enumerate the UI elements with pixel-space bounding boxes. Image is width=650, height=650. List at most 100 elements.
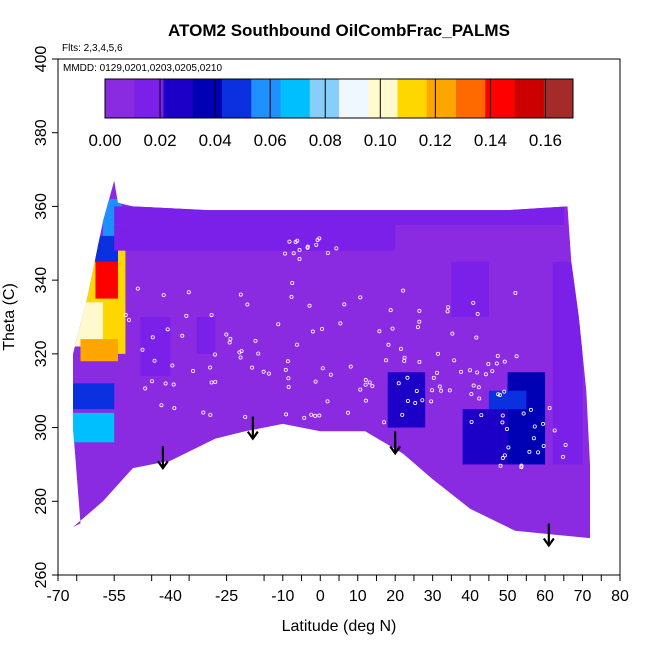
arrow	[157, 446, 169, 471]
sample-point	[396, 381, 401, 386]
sample-point	[358, 295, 363, 300]
sample-point	[437, 384, 442, 389]
sample-point	[140, 347, 145, 352]
x-axis: -70 -55 -40 -25 -10 0 10 20 30 40 50 60 70 80	[46, 575, 629, 605]
sample-point	[291, 251, 296, 256]
sample-point	[285, 359, 290, 364]
sample-point	[320, 326, 325, 331]
sample-point	[413, 401, 418, 406]
sample-point	[495, 353, 500, 358]
sample-point	[405, 375, 410, 380]
sample-point	[447, 388, 452, 393]
sample-point	[414, 388, 419, 393]
x-tick-label: 80	[611, 588, 629, 605]
sample-point	[474, 335, 479, 340]
colorbar-swatch	[280, 79, 311, 118]
x-tick-label: 50	[499, 588, 517, 605]
sample-point	[297, 248, 302, 253]
sample-point	[500, 456, 505, 461]
x-tick-label: -70	[46, 588, 69, 605]
sample-point	[500, 413, 505, 418]
sample-point	[563, 442, 568, 447]
sample-point	[126, 317, 131, 322]
sample-point	[170, 363, 175, 368]
sample-point	[547, 405, 552, 410]
x-tick-label: 60	[536, 588, 554, 605]
sample-point	[334, 246, 339, 251]
sample-point	[490, 369, 495, 374]
sample-point	[328, 372, 333, 377]
sample-point	[469, 419, 474, 424]
colorbar-tick-label: 0.14	[474, 131, 507, 150]
heatmap-cell	[73, 383, 115, 410]
sample-point	[283, 367, 288, 372]
sample-point	[286, 385, 291, 390]
colorbar-swatch	[251, 79, 281, 118]
sample-point	[502, 453, 507, 458]
sample-point	[209, 313, 214, 318]
sample-point	[435, 351, 440, 356]
sample-point	[429, 399, 434, 404]
sample-point	[531, 436, 536, 441]
x-tick-label: -25	[215, 588, 238, 605]
sample-point	[313, 379, 318, 384]
colorbar-tick-label: 0.16	[529, 131, 562, 150]
y-tick-label: 360	[33, 193, 50, 220]
sample-point	[150, 335, 155, 340]
colorbar-tick-label: 0.04	[199, 131, 232, 150]
heatmap-cell	[488, 390, 527, 410]
sample-point	[310, 329, 315, 334]
colorbar-tick-label: 0.02	[144, 131, 177, 150]
sample-point	[469, 392, 474, 397]
sample-point	[363, 382, 368, 387]
colorbar-tick-label: 0.08	[309, 131, 342, 150]
sample-point	[384, 358, 389, 363]
heatmap-cell	[462, 409, 508, 465]
sample-point	[377, 329, 382, 334]
sample-point	[415, 325, 420, 330]
sample-point	[314, 242, 319, 247]
sample-point	[498, 463, 503, 468]
sample-point	[213, 379, 218, 384]
colorbar-tick-label: 0.00	[88, 131, 121, 150]
sample-point	[135, 286, 140, 291]
heatmap-cell	[73, 412, 115, 443]
colorbar-swatch	[397, 79, 428, 118]
sample-point	[338, 321, 343, 326]
sample-point	[400, 412, 405, 417]
colorbar-swatch	[368, 79, 398, 118]
sample-point	[295, 238, 300, 243]
y-axis-label: Theta (C)	[1, 283, 18, 351]
arrow	[542, 523, 555, 548]
sample-point	[201, 410, 206, 415]
sample-point	[363, 378, 368, 383]
sample-point	[276, 322, 281, 327]
colorbar-swatch	[134, 79, 164, 118]
y-tick-label: 320	[33, 340, 50, 367]
sample-point	[250, 365, 255, 370]
sample-point	[417, 360, 422, 365]
sample-point	[475, 370, 480, 375]
colorbar-tick-label: 0.06	[254, 131, 287, 150]
sample-point	[320, 366, 325, 371]
heatmap-cell	[114, 206, 564, 225]
arrow-head	[246, 430, 259, 441]
x-tick-label: 30	[424, 588, 442, 605]
sample-point	[261, 369, 266, 374]
y-tick-label: 340	[33, 267, 50, 294]
colorbar-tick-label: 0.10	[364, 131, 397, 150]
heatmap-cell	[80, 339, 118, 362]
y-tick-label: 280	[33, 488, 50, 515]
sample-point	[186, 290, 191, 295]
heatmap-cell	[196, 317, 216, 354]
sample-point	[191, 369, 196, 374]
sample-point	[506, 445, 511, 450]
sample-point	[243, 414, 248, 419]
sample-point	[446, 305, 451, 310]
x-tick-label: -40	[159, 588, 182, 605]
sample-point	[348, 364, 353, 369]
sample-point	[284, 412, 289, 417]
dates-annotation: MMDD: 0129,0201,0203,0205,0210	[63, 63, 222, 74]
arrow	[246, 416, 259, 441]
